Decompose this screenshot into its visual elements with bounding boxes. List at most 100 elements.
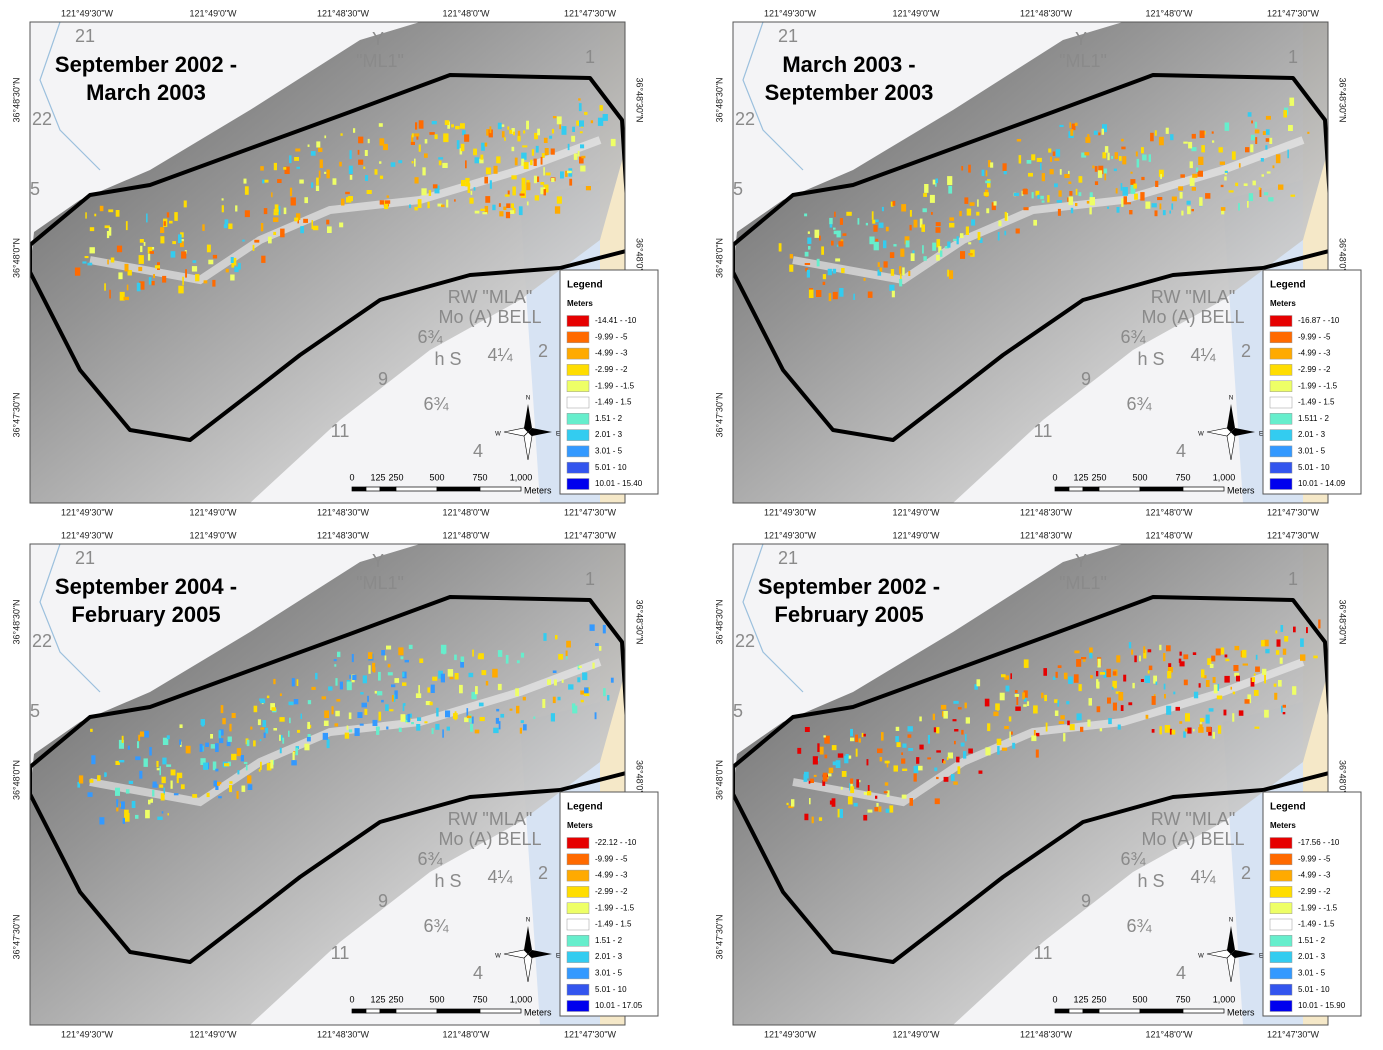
change-patch (263, 720, 267, 727)
change-patch (138, 267, 142, 271)
change-patch (1169, 211, 1171, 214)
change-patch (422, 167, 425, 175)
change-patch (968, 165, 971, 173)
change-patch (1107, 698, 1111, 704)
legend-swatch (1270, 364, 1292, 375)
change-patch (308, 145, 310, 147)
chart-label: 1 (1288, 569, 1298, 589)
change-patch (1221, 648, 1224, 655)
change-patch (480, 717, 485, 721)
change-patch (819, 817, 822, 821)
change-patch (1114, 169, 1117, 172)
change-patch (401, 656, 404, 659)
change-patch (322, 696, 326, 699)
change-patch (966, 717, 970, 723)
change-patch (145, 810, 150, 818)
change-patch (307, 737, 311, 741)
change-patch (804, 214, 807, 217)
change-patch (1278, 680, 1282, 687)
change-patch (1134, 194, 1138, 200)
chart-label: 21 (75, 548, 95, 568)
change-patch (947, 176, 952, 185)
panel-title: September 2002 - (55, 52, 237, 77)
change-patch (203, 763, 208, 770)
change-patch (469, 714, 471, 722)
change-patch (964, 197, 968, 204)
change-patch (289, 702, 294, 706)
legend-label: 10.01 - 17.05 (595, 1001, 643, 1010)
change-patch (432, 728, 434, 734)
change-patch (454, 199, 456, 201)
change-patch (582, 672, 587, 680)
change-patch (1095, 181, 1098, 185)
change-patch (204, 280, 208, 283)
chart-label: 9 (378, 369, 388, 389)
change-patch (258, 719, 261, 725)
change-patch (1118, 725, 1121, 730)
legend-label: -1.99 - -1.5 (595, 381, 635, 390)
change-patch (94, 214, 96, 217)
change-patch (1015, 690, 1018, 693)
change-patch (537, 129, 540, 136)
change-patch (334, 659, 337, 661)
longitude-label: 121°49'0"W (892, 1029, 940, 1039)
change-patch (293, 752, 295, 760)
change-patch (810, 779, 814, 783)
legend-swatch (1270, 430, 1292, 441)
change-patch (1087, 201, 1090, 204)
change-patch (1111, 156, 1113, 159)
change-patch (1193, 729, 1195, 731)
longitude-label: 121°49'30"W (61, 8, 114, 18)
change-patch (1224, 176, 1227, 180)
change-patch (908, 271, 910, 276)
change-patch (475, 211, 480, 214)
change-patch (1187, 201, 1191, 205)
change-patch (1102, 152, 1106, 158)
change-patch (1066, 701, 1069, 704)
change-patch (380, 176, 383, 179)
change-patch (211, 744, 215, 749)
change-patch (498, 650, 502, 657)
change-patch (590, 624, 595, 631)
change-patch (1264, 640, 1269, 647)
change-patch (511, 203, 514, 208)
change-patch (1076, 659, 1081, 667)
change-patch (1148, 649, 1152, 652)
change-patch (1044, 695, 1047, 701)
change-patch (1236, 676, 1240, 682)
change-patch (1005, 212, 1007, 221)
change-patch (1059, 721, 1064, 724)
change-patch (355, 728, 360, 736)
longitude-label: 121°49'30"W (61, 1029, 114, 1039)
change-patch (1212, 140, 1214, 142)
change-patch (192, 794, 197, 798)
change-patch (1145, 202, 1150, 209)
change-patch (508, 191, 510, 195)
change-patch (435, 134, 438, 139)
change-patch (850, 779, 853, 784)
change-patch (553, 116, 557, 118)
change-patch (1210, 664, 1214, 668)
compass-letter: N (1229, 396, 1233, 402)
change-patch (470, 724, 473, 732)
change-patch (162, 777, 166, 784)
change-patch (464, 134, 469, 141)
change-patch (1131, 650, 1133, 655)
change-patch (1023, 207, 1028, 210)
change-patch (177, 777, 179, 783)
change-patch (843, 233, 847, 236)
chart-label: 4¼ (1190, 345, 1216, 365)
scale-segment (1055, 1009, 1069, 1013)
legend-label: 1.51 - 2 (595, 936, 623, 945)
change-patch (1275, 631, 1277, 634)
change-patch (1200, 718, 1204, 722)
longitude-label: 121°48'30"W (317, 530, 370, 540)
change-patch (442, 729, 444, 737)
change-patch (1145, 676, 1150, 683)
change-patch (849, 756, 852, 759)
scale-segment (437, 487, 480, 491)
change-patch (166, 764, 171, 767)
change-patch (260, 700, 265, 704)
change-patch (499, 203, 501, 207)
change-patch (591, 120, 593, 123)
